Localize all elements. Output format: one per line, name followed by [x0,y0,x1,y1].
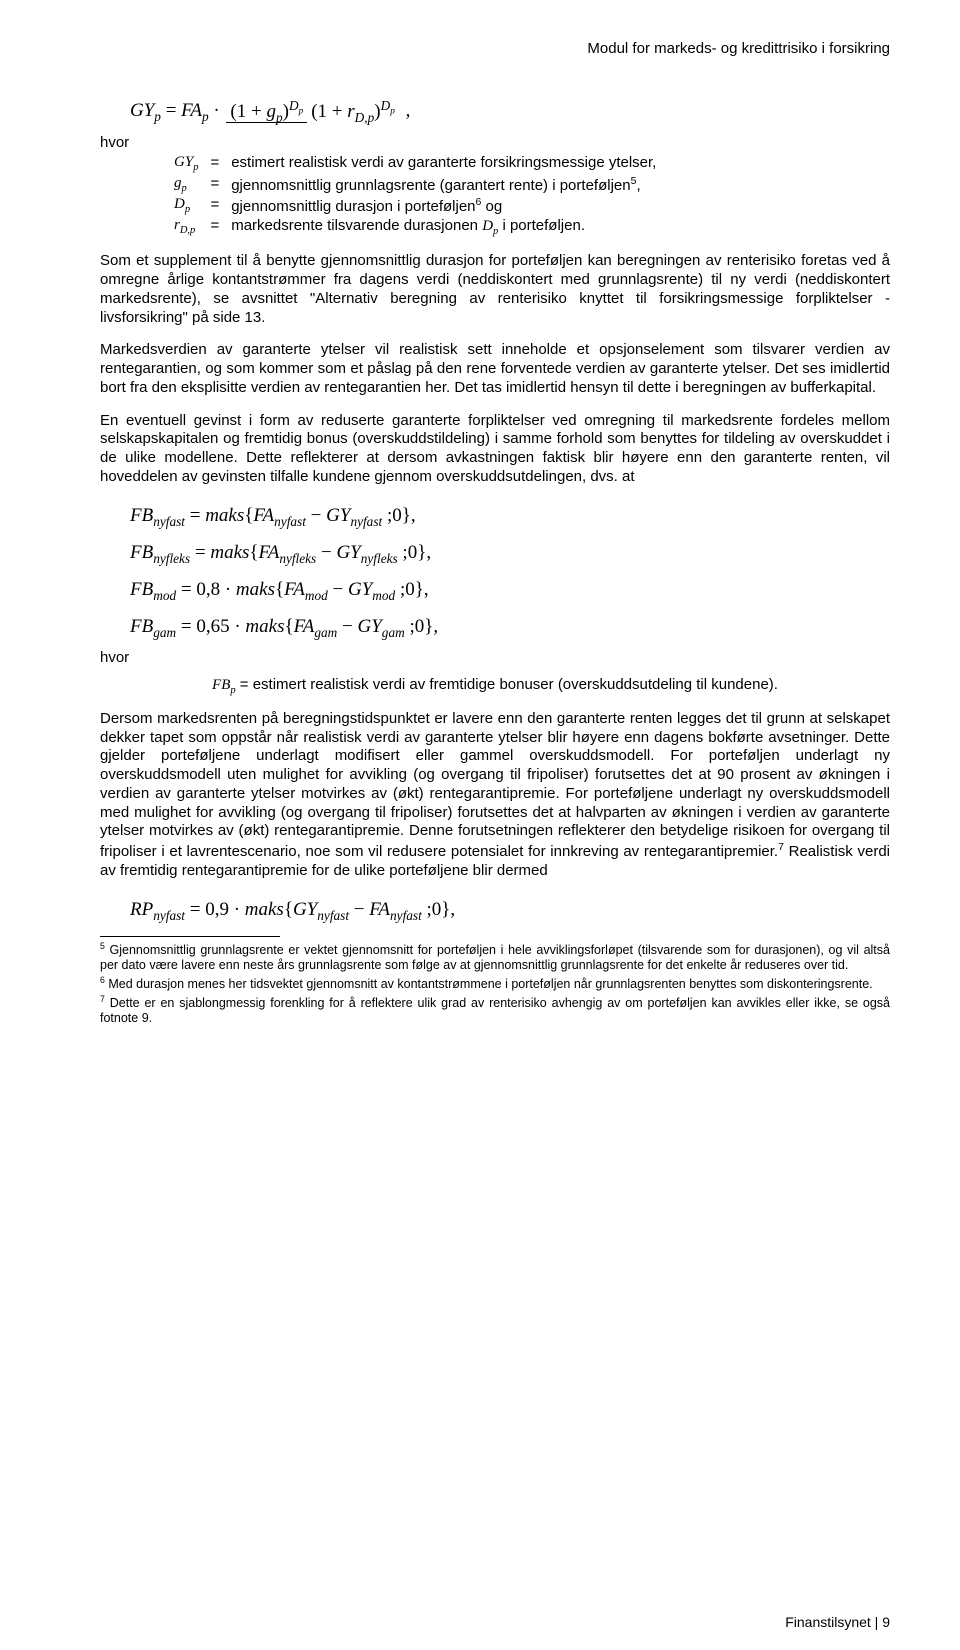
definition-row: GYp=estimert realistisk verdi av garante… [170,153,660,174]
paragraph-2: Markedsverdien av garanterte ytelser vil… [100,341,890,397]
definition-symbol: GYp [170,153,202,174]
paragraph-3: En eventuell gevinst i form av reduserte… [100,412,890,487]
footnote-6: 6 Med durasjon menes her tidsvektet gjen… [100,975,890,992]
fb-definition: FBp = estimert realistisk verdi av fremt… [100,676,890,696]
paragraph-4: Dersom markedsrenten på beregningstidspu… [100,710,890,881]
paragraph-1: Som et supplement til å benytte gjennoms… [100,252,890,327]
formula-fb-nyfast: FBnyfast = maks{FAnyfast − GYnyfast ;0}, [100,501,890,532]
definition-row: Dp=gjennomsnittlig durasjon i portefølje… [170,195,660,216]
definition-equals: = [202,216,227,238]
definition-symbol: gp [170,174,202,195]
definition-symbol: Dp [170,195,202,216]
formula-fb-gam: FBgam = 0,65 · maks{FAgam − GYgam ;0}, [100,612,890,643]
definition-equals: = [202,153,227,174]
definition-description: gjennomsnittlig grunnlagsrente (garanter… [227,174,660,195]
formula-gy: GYp = FAp · (1 + gp)Dp(1 + rD,p)Dp , [100,95,890,128]
page-footer: Finanstilsynet | 9 [785,1614,890,1630]
footnote-5: 5 Gjennomsnittlig grunnlagsrente er vekt… [100,941,890,973]
definition-row: rD,p=markedsrente tilsvarende durasjonen… [170,216,660,238]
formula-fb-nyfleks: FBnyfleks = maks{FAnyfleks − GYnyfleks ;… [100,538,890,569]
hvor-label-1: hvor [100,134,890,151]
definition-row: gp=gjennomsnittlig grunnlagsrente (garan… [170,174,660,195]
definition-description: estimert realistisk verdi av garanterte … [227,153,660,174]
definition-description: gjennomsnittlig durasjon i porteføljen6 … [227,195,660,216]
definition-equals: = [202,174,227,195]
page-header: Modul for markeds- og kredittrisiko i fo… [100,40,890,57]
definition-equals: = [202,195,227,216]
hvor-label-2: hvor [100,649,890,666]
formula-fb-mod: FBmod = 0,8 · maks{FAmod − GYmod ;0}, [100,575,890,606]
definition-symbol: rD,p [170,216,202,238]
formula-rp-nyfast: RPnyfast = 0,9 · maks{GYnyfast − FAnyfas… [100,895,890,926]
footnote-7: 7 Dette er en sjablongmessig forenkling … [100,994,890,1026]
definition-description: markedsrente tilsvarende durasjonen Dp i… [227,216,660,238]
footnote-separator [100,936,280,937]
definitions-table: GYp=estimert realistisk verdi av garante… [170,153,660,238]
